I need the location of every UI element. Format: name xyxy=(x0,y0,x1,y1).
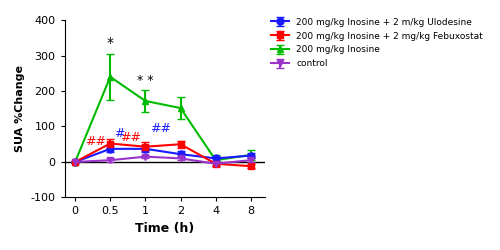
X-axis label: Time (h): Time (h) xyxy=(135,222,194,235)
Text: *: * xyxy=(107,36,114,50)
Text: * *: * * xyxy=(137,74,154,88)
Y-axis label: SUA %Change: SUA %Change xyxy=(15,65,25,152)
Legend: 200 mg/kg Inosine + 2 m/kg Ulodesine, 200 mg/kg Inosine + 2 mg/kg Febuxostat, 20: 200 mg/kg Inosine + 2 m/kg Ulodesine, 20… xyxy=(270,16,485,70)
Text: ##: ## xyxy=(120,131,141,144)
Text: ##: ## xyxy=(150,122,171,135)
Text: ##: ## xyxy=(85,136,106,148)
Text: #: # xyxy=(114,126,125,140)
